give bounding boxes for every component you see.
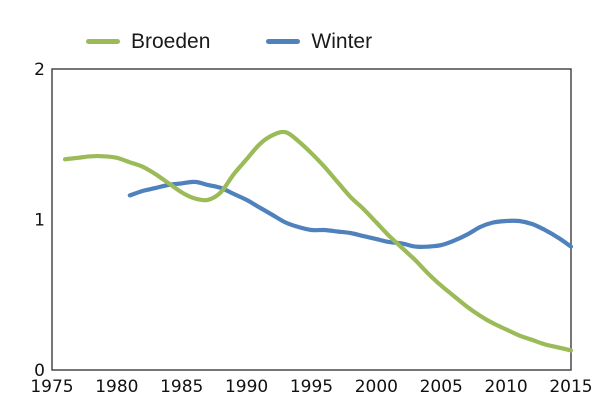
- x-axis-tick-label: 1975: [30, 377, 73, 397]
- legend-item-broeden: Broeden: [86, 31, 210, 52]
- broeden-line-swatch-icon: [86, 39, 120, 44]
- x-axis-tick-label: 1990: [225, 377, 268, 397]
- y-axis-tick-label: 2: [34, 60, 45, 80]
- x-axis-tick-label: 2000: [355, 377, 398, 397]
- winter-line-swatch-icon: [266, 39, 301, 44]
- plot-frame: [51, 68, 572, 371]
- x-axis-tick-label: 2005: [420, 377, 463, 397]
- x-axis-tick-label: 1995: [290, 377, 333, 397]
- legend-label-broeden: Broeden: [131, 30, 211, 53]
- x-axis-tick-label: 2010: [484, 377, 527, 397]
- y-axis-tick-label: 1: [34, 211, 45, 231]
- series-path-winter: [127, 179, 574, 249]
- series-path-broeden: [62, 129, 574, 353]
- x-axis-tick-label: 2015: [549, 377, 592, 397]
- y-axis-tick-label: 0: [34, 361, 45, 381]
- legend-item-winter: Winter: [266, 31, 372, 52]
- legend-label-winter: Winter: [311, 30, 373, 53]
- x-axis-tick-label: 1985: [160, 377, 203, 397]
- x-axis-tick-label: 1980: [95, 377, 138, 397]
- legend: Broeden Winter: [86, 31, 372, 52]
